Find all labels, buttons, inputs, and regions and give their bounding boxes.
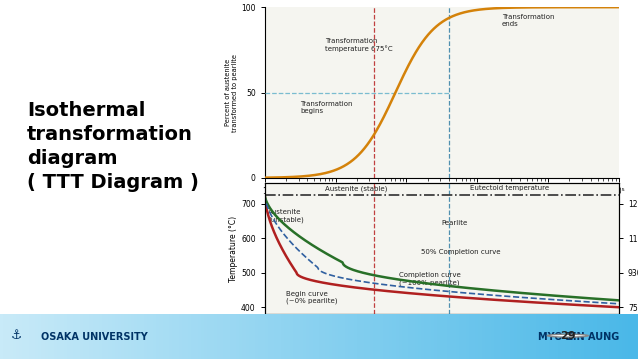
Circle shape [547,334,588,337]
Text: Eutectoid temperature: Eutectoid temperature [470,185,549,191]
Text: Pearlite: Pearlite [441,220,468,226]
Text: Transformation
ends: Transformation ends [502,14,554,27]
Text: Transformation
begins: Transformation begins [300,101,353,114]
Text: Austenite
(unstable): Austenite (unstable) [269,209,304,223]
Text: 29: 29 [560,331,575,341]
X-axis label: Time (s): Time (s) [425,197,459,206]
Text: ⚓: ⚓ [10,329,22,342]
X-axis label: Time (s): Time (s) [425,334,459,342]
Text: Transformation
temperature 675°C: Transformation temperature 675°C [325,38,392,52]
Text: 50% Completion curve: 50% Completion curve [420,249,500,255]
Text: OSAKA UNIVERSITY: OSAKA UNIVERSITY [41,332,148,341]
Text: Begin curve
(~0% pearlite): Begin curve (~0% pearlite) [286,290,338,304]
Text: Completion curve
(~100% pearlite): Completion curve (~100% pearlite) [399,272,461,286]
Text: MYO ZIN AUNG: MYO ZIN AUNG [538,332,619,341]
Y-axis label: Percent of austenite
transformed to pearlite: Percent of austenite transformed to pear… [225,53,239,131]
Text: Isothermal
transformation
diagram
( TTT Diagram ): Isothermal transformation diagram ( TTT … [27,101,198,192]
Text: Austenite (stable): Austenite (stable) [325,185,387,192]
Y-axis label: Temperature (°C): Temperature (°C) [229,216,239,282]
